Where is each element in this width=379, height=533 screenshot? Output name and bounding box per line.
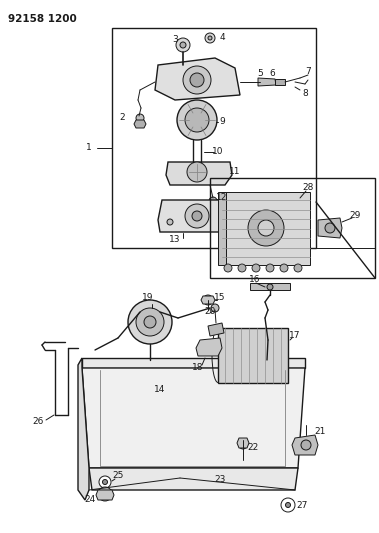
Text: 16: 16 (249, 276, 261, 285)
Circle shape (99, 476, 111, 488)
Text: 92158 1200: 92158 1200 (8, 14, 77, 24)
Text: 21: 21 (314, 427, 326, 437)
Text: 13: 13 (169, 236, 181, 245)
Text: 9: 9 (219, 117, 225, 126)
Circle shape (267, 284, 273, 290)
Circle shape (208, 36, 212, 40)
Circle shape (205, 33, 215, 43)
Circle shape (192, 211, 202, 221)
Polygon shape (82, 358, 305, 368)
Bar (218, 192, 226, 265)
Circle shape (325, 223, 335, 233)
Circle shape (238, 264, 246, 272)
Circle shape (281, 498, 295, 512)
Text: 3: 3 (172, 36, 178, 44)
Circle shape (190, 73, 204, 87)
Polygon shape (196, 338, 222, 356)
Circle shape (252, 264, 260, 272)
Text: 23: 23 (214, 475, 226, 484)
Text: 11: 11 (229, 167, 241, 176)
Polygon shape (237, 438, 249, 448)
Circle shape (136, 308, 164, 336)
Text: 17: 17 (289, 330, 301, 340)
Text: 5: 5 (257, 69, 263, 77)
Circle shape (102, 480, 108, 484)
Text: 26: 26 (32, 417, 44, 426)
Polygon shape (134, 120, 146, 128)
Circle shape (280, 264, 288, 272)
Polygon shape (258, 78, 276, 86)
Circle shape (128, 300, 172, 344)
Circle shape (224, 264, 232, 272)
Bar (222, 192, 310, 265)
Polygon shape (208, 323, 224, 336)
Circle shape (185, 204, 209, 228)
Text: 8: 8 (302, 88, 308, 98)
Polygon shape (166, 162, 232, 185)
Circle shape (266, 264, 274, 272)
Circle shape (221, 219, 227, 225)
Text: 25: 25 (112, 472, 124, 481)
Text: 1: 1 (86, 143, 92, 152)
Circle shape (211, 304, 219, 312)
Polygon shape (78, 358, 89, 500)
Text: 27: 27 (296, 500, 308, 510)
Text: 6: 6 (269, 69, 275, 77)
Polygon shape (158, 200, 242, 232)
Circle shape (180, 42, 186, 48)
Text: 28: 28 (302, 183, 314, 192)
Polygon shape (155, 58, 240, 100)
Text: 14: 14 (154, 385, 166, 394)
Polygon shape (275, 79, 285, 85)
Polygon shape (250, 283, 290, 290)
Bar (218, 328, 288, 383)
Text: 18: 18 (192, 364, 204, 373)
Circle shape (203, 295, 213, 305)
Polygon shape (96, 490, 114, 500)
Text: 2: 2 (119, 114, 125, 123)
Polygon shape (318, 218, 342, 238)
Circle shape (176, 38, 190, 52)
Bar (210, 178, 375, 278)
Polygon shape (89, 468, 298, 490)
Text: 4: 4 (219, 34, 225, 43)
Circle shape (187, 162, 207, 182)
Bar (112, 28, 316, 248)
Polygon shape (201, 296, 215, 304)
Circle shape (177, 100, 217, 140)
Text: 10: 10 (212, 148, 224, 157)
Circle shape (301, 440, 311, 450)
Circle shape (185, 108, 209, 132)
Polygon shape (82, 368, 305, 468)
Circle shape (102, 491, 108, 497)
Circle shape (144, 316, 156, 328)
Circle shape (248, 210, 284, 246)
Circle shape (294, 264, 302, 272)
Text: 22: 22 (247, 443, 258, 453)
Text: 19: 19 (142, 294, 154, 303)
Text: 12: 12 (216, 193, 228, 203)
Circle shape (98, 487, 112, 501)
Circle shape (167, 219, 173, 225)
Text: 24: 24 (85, 496, 96, 505)
Text: 29: 29 (349, 211, 361, 220)
Circle shape (285, 503, 290, 507)
Circle shape (183, 66, 211, 94)
Polygon shape (292, 435, 318, 455)
Circle shape (136, 114, 144, 122)
Circle shape (258, 220, 274, 236)
Circle shape (239, 441, 247, 449)
Text: 15: 15 (214, 294, 226, 303)
Circle shape (209, 197, 217, 205)
Text: 20: 20 (204, 308, 216, 317)
Text: 7: 7 (305, 68, 311, 77)
